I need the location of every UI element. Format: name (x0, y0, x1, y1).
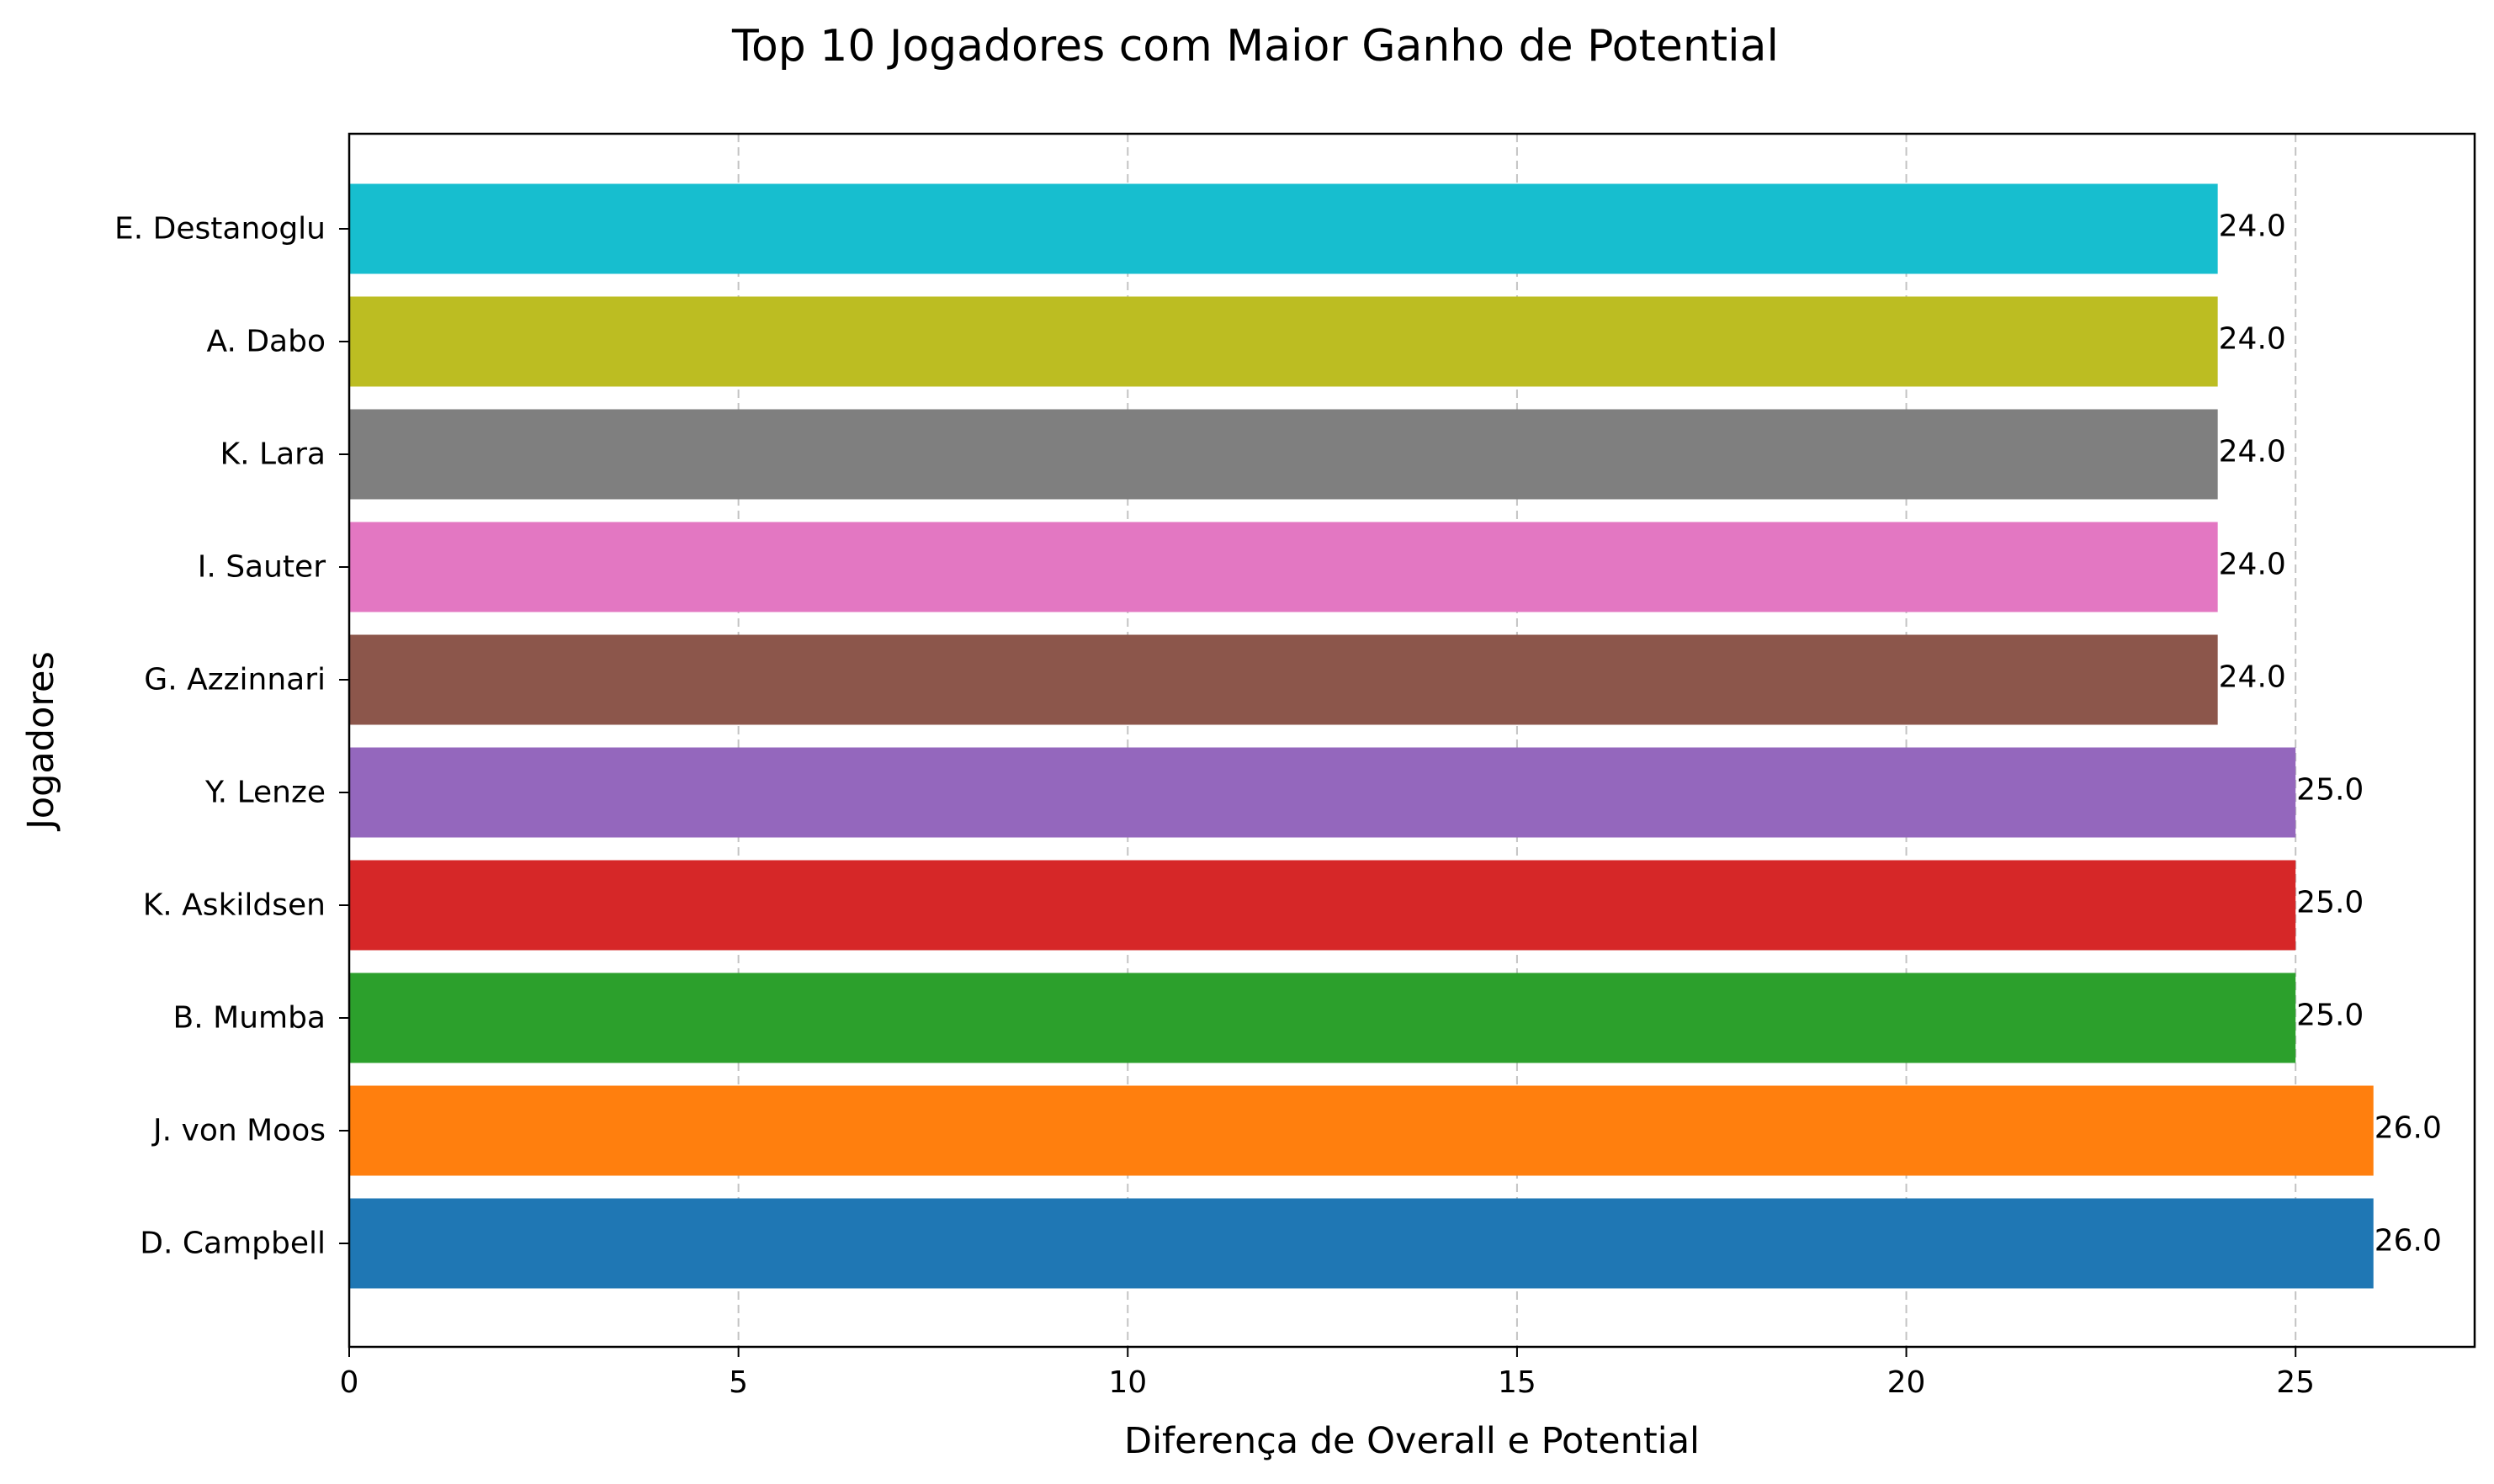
bar-value-label: 24.0 (2219, 209, 2286, 244)
x-tick-label: 20 (1887, 1365, 1926, 1400)
y-axis-label: Jogadores (20, 651, 62, 832)
bar-value-label: 26.0 (2375, 1111, 2442, 1146)
bars (349, 183, 2374, 1289)
bar-y-lenze (349, 747, 2296, 838)
bar-value-label: 24.0 (2219, 548, 2286, 582)
data-labels: 26.0 26.0 25.0 25.0 25.0 24.0 24.0 24.0 24.0 24.0 (2219, 209, 2442, 1259)
plot-frame (348, 132, 2476, 1349)
x-tick-label: 15 (1498, 1365, 1536, 1400)
bar-value-label: 26.0 (2375, 1224, 2442, 1259)
bar-value-label: 24.0 (2219, 660, 2286, 695)
chart-title: Top 10 Jogadores com Maior Ganho de Pote… (731, 21, 1779, 72)
y-tick-label: Y. Lenze (204, 776, 326, 810)
bar-g-azzinnari (349, 634, 2218, 725)
bar-j-von-moos (349, 1085, 2374, 1176)
bar-a-dabo (349, 296, 2218, 387)
x-axis-label: Diferença de Overall e Potential (1124, 1420, 1700, 1462)
y-tick-label: D. Campbell (140, 1227, 326, 1261)
x-axis-ticks: 0 5 10 15 20 25 (340, 1347, 2315, 1400)
bar-value-label: 25.0 (2296, 886, 2364, 920)
x-tick-label: 0 (340, 1365, 359, 1400)
y-axis-ticks: D. Campbell J. von Moos B. Mumba K. Askilds… (114, 212, 349, 1261)
y-tick-label: A. Dabo (206, 325, 326, 359)
x-tick-label: 5 (729, 1365, 748, 1400)
bar-d-campbell (349, 1198, 2374, 1289)
y-tick-label: K. Lara (220, 437, 326, 472)
bar-value-label: 24.0 (2219, 435, 2286, 469)
y-tick-label: G. Azzinnari (144, 663, 326, 697)
y-tick-label: B. Mumba (173, 1001, 326, 1036)
bar-k-askildsen (349, 860, 2296, 951)
x-tick-label: 10 (1108, 1365, 1147, 1400)
x-tick-label: 25 (2276, 1365, 2315, 1400)
y-tick-label: K. Askildsen (143, 888, 326, 923)
y-tick-label: E. Destanoglu (114, 212, 326, 246)
bar-b-mumba (349, 973, 2296, 1063)
bar-i-sauter (349, 522, 2218, 612)
y-tick-label: I. Sauter (198, 550, 326, 585)
y-tick-label: J. von Moos (151, 1114, 326, 1148)
bar-e-destanoglu (349, 183, 2218, 274)
bar-value-label: 24.0 (2219, 322, 2286, 357)
bar-value-label: 25.0 (2296, 999, 2364, 1033)
bar-k-lara (349, 409, 2218, 500)
bar-value-label: 25.0 (2296, 773, 2364, 808)
